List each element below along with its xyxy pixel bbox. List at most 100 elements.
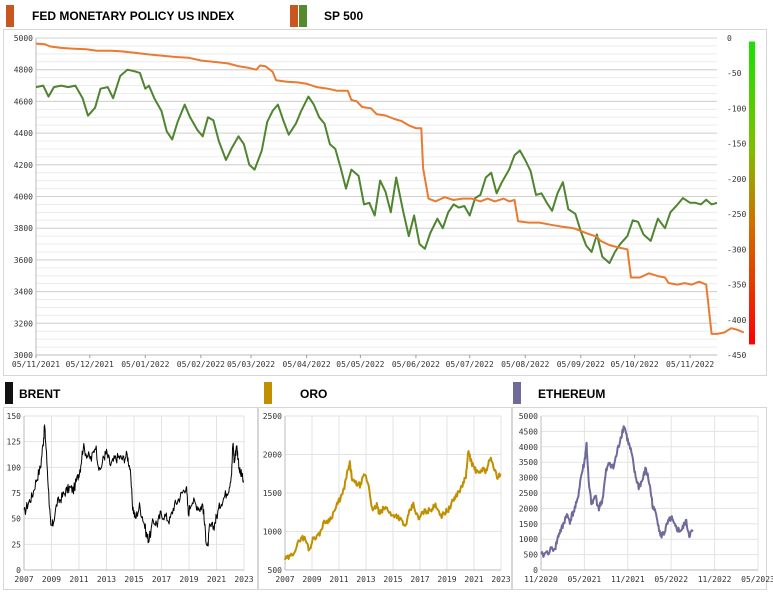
right-axis-tick-label: -150 xyxy=(727,140,746,149)
left-axis-tick-label: 3200 xyxy=(14,319,33,328)
y-axis-tick-label: 500 xyxy=(268,566,283,575)
brent-legend-label: BRENT xyxy=(19,387,61,401)
y-axis-tick-label: 3000 xyxy=(519,474,538,483)
left-axis-tick-label: 4000 xyxy=(14,193,33,202)
x-axis-tick-label: 05/2021 xyxy=(568,575,602,584)
sp-legend-swatch-fed xyxy=(290,5,298,27)
x-axis-tick-label: 2017 xyxy=(152,575,171,584)
eth-legend-label: ETHEREUM xyxy=(538,387,606,401)
x-axis-tick-label: 2013 xyxy=(356,575,375,584)
x-axis-tick-label: 2021 xyxy=(207,575,226,584)
fed-index-line xyxy=(35,42,745,335)
oro-chart: 500 1000 1500 2000 2500 2007 2009 2011 2013 2015 2… xyxy=(263,412,511,584)
x-axis-tick-label: 05/09/2022 xyxy=(557,360,605,369)
ethereum-price-line xyxy=(540,425,694,558)
right-axis-tick-label: -400 xyxy=(727,316,746,325)
left-axis-tick-label: 4600 xyxy=(14,97,33,106)
y-axis-tick-label: 1000 xyxy=(519,535,538,544)
x-axis-tick-label: 05/12/2021 xyxy=(66,360,114,369)
x-axis-tick-label: 11/2022 xyxy=(698,575,732,584)
right-axis-tick-label: -200 xyxy=(727,175,746,184)
brent-chart: 0 25 50 75 100 125 150 2007 2009 2011 2013 2015 2017… xyxy=(7,412,254,584)
x-axis-tick-label: 2017 xyxy=(410,575,429,584)
oro-legend-swatch xyxy=(264,382,272,404)
y-axis-tick-label: 125 xyxy=(7,438,22,447)
x-axis-tick-label: 05/05/2022 xyxy=(336,360,384,369)
y-axis-tick-label: 4000 xyxy=(519,443,538,452)
sp500-line xyxy=(35,68,718,265)
right-axis-tick-label: 0 xyxy=(727,34,732,43)
left-axis-tick-label: 5000 xyxy=(14,34,33,43)
gold-price-line xyxy=(284,450,502,561)
eth-chart-panel: 0 500 1000 1500 2000 2500 3000 3500 4000 4500 5000… xyxy=(512,407,773,590)
fed-legend-swatch xyxy=(6,5,14,27)
sp-legend-swatch-sp xyxy=(299,5,307,27)
brent-chart-panel: 0 25 50 75 100 125 150 2007 2009 2011 2013 2015 2017… xyxy=(3,407,258,590)
main-chart: 3000 3200 3400 3600 3800 4000 4200 4400 4600 4800… xyxy=(12,34,755,369)
x-axis-tick-label: 2011 xyxy=(69,575,88,584)
x-axis-tick-label: 05/11/2022 xyxy=(666,360,714,369)
right-axis-tick-label: -50 xyxy=(727,69,742,78)
y-axis-tick-label: 2000 xyxy=(263,451,282,460)
x-axis-tick-label: 05/06/2022 xyxy=(392,360,440,369)
left-axis-tick-label: 3000 xyxy=(14,351,33,360)
y-axis-tick-label: 25 xyxy=(11,540,21,549)
x-axis-tick-label: 05/04/2022 xyxy=(283,360,331,369)
x-axis-tick-label: 05/2022 xyxy=(654,575,688,584)
x-axis-tick-label: 05/03/2022 xyxy=(227,360,275,369)
y-axis-tick-label: 150 xyxy=(7,412,22,421)
brent-price-line xyxy=(23,424,244,547)
right-axis-tick-label: -300 xyxy=(727,245,746,254)
left-axis-tick-label: 3600 xyxy=(14,256,33,265)
y-axis-tick-label: 5000 xyxy=(519,412,538,421)
right-axis-tick-label: -250 xyxy=(727,210,746,219)
x-axis-tick-label: 11/2021 xyxy=(611,575,645,584)
x-axis-tick-label: 2015 xyxy=(383,575,402,584)
eth-legend-swatch xyxy=(513,382,521,404)
y-axis-tick-label: 0 xyxy=(533,566,538,575)
left-axis-tick-label: 4400 xyxy=(14,129,33,138)
x-axis-tick-label: 2007 xyxy=(275,575,294,584)
right-axis-tick-label: -100 xyxy=(727,104,746,113)
fed-scale-bar xyxy=(749,41,755,345)
oro-chart-panel: 500 1000 1500 2000 2500 2007 2009 2011 2013 2015 2… xyxy=(258,407,512,590)
x-axis-tick-label: 11/2020 xyxy=(524,575,558,584)
x-axis-tick-label: 05/02/2022 xyxy=(177,360,225,369)
main-chart-panel: 3000 3200 3400 3600 3800 4000 4200 4400 4600 4800… xyxy=(3,29,767,376)
y-axis-tick-label: 2500 xyxy=(263,412,282,421)
y-axis-tick-label: 4500 xyxy=(519,427,538,436)
x-axis-tick-label: 05/07/2022 xyxy=(446,360,494,369)
ethereum-chart: 0 500 1000 1500 2000 2500 3000 3500 4000 4500 5000… xyxy=(519,412,773,584)
left-axis-tick-label: 3400 xyxy=(14,288,33,297)
y-axis-tick-label: 3500 xyxy=(519,458,538,467)
y-axis-tick-label: 50 xyxy=(11,515,21,524)
x-axis-tick-label: 05/2023 xyxy=(741,575,773,584)
oro-legend-label: ORO xyxy=(300,387,328,401)
y-axis-tick-label: 100 xyxy=(7,463,22,472)
x-axis-tick-label: 2019 xyxy=(437,575,456,584)
x-axis-tick-label: 2007 xyxy=(14,575,33,584)
brent-legend-swatch xyxy=(5,382,13,404)
x-axis-tick-label: 05/08/2022 xyxy=(501,360,549,369)
x-axis-tick-label: 2009 xyxy=(302,575,321,584)
left-axis-tick-label: 4200 xyxy=(14,161,33,170)
y-axis-tick-label: 1000 xyxy=(263,528,282,537)
x-axis-tick-label: 05/10/2022 xyxy=(610,360,658,369)
fed-legend-label: FED MONETARY POLICY US INDEX xyxy=(32,9,235,23)
x-axis-tick-label: 05/01/2022 xyxy=(121,360,169,369)
x-axis-tick-label: 2023 xyxy=(234,575,253,584)
y-axis-tick-label: 1500 xyxy=(263,489,282,498)
y-axis-tick-label: 500 xyxy=(524,551,539,560)
y-axis-tick-label: 2000 xyxy=(519,504,538,513)
right-axis-tick-label: -450 xyxy=(727,351,746,360)
y-axis-tick-label: 2500 xyxy=(519,489,538,498)
y-axis-tick-label: 75 xyxy=(11,489,21,498)
sp-legend-label: SP 500 xyxy=(324,9,364,23)
x-axis-tick-label: 2023 xyxy=(491,575,510,584)
x-axis-tick-label: 2019 xyxy=(179,575,198,584)
y-axis-tick-label: 1500 xyxy=(519,520,538,529)
right-axis-tick-label: -350 xyxy=(727,281,746,290)
left-axis-tick-label: 3800 xyxy=(14,224,33,233)
x-axis-tick-label: 05/11/2021 xyxy=(12,360,60,369)
x-axis-tick-label: 2011 xyxy=(329,575,348,584)
